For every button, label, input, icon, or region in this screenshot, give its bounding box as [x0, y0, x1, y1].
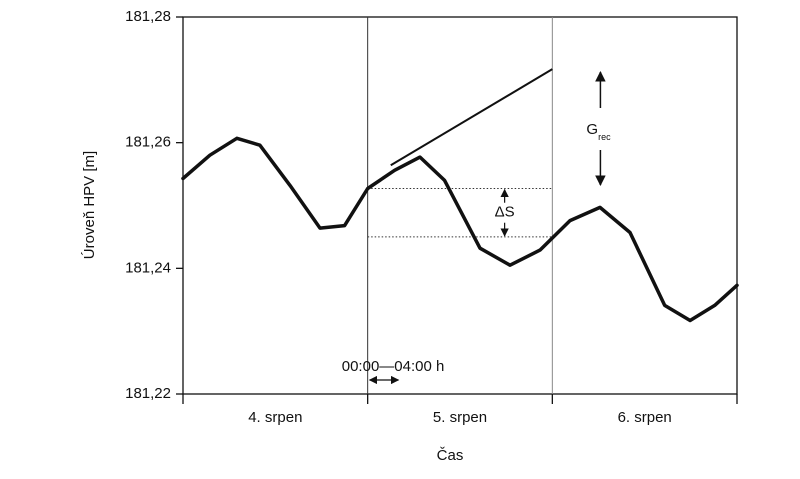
x-category-label: 5. srpen	[433, 409, 487, 426]
x-axis-label: Čas	[437, 447, 464, 464]
y-tick-label: 181,22	[125, 385, 171, 402]
annotation-main: G	[586, 121, 598, 138]
annotation-subscript: rec	[598, 132, 611, 142]
x-category-label: 4. srpen	[248, 409, 302, 426]
plot-frame	[182, 16, 738, 395]
annotation: 00:00—04:00 h	[342, 358, 445, 375]
x-category-label: 6. srpen	[618, 409, 672, 426]
trend-line	[390, 68, 553, 167]
annotation: ΔS	[495, 204, 515, 221]
y-tick-label: 181,26	[125, 134, 171, 151]
annotation: Grec	[586, 121, 611, 142]
y-axis-label: Úroveň HPV [m]	[81, 151, 98, 259]
y-tick-label: 181,28	[125, 8, 171, 25]
level-line	[181, 136, 739, 323]
y-tick-label: 181,24	[125, 259, 171, 276]
